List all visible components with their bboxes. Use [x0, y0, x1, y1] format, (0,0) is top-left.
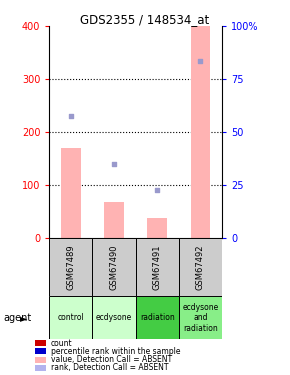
Bar: [147, 218, 167, 238]
Text: GSM67491: GSM67491: [153, 244, 162, 290]
Bar: [135, 238, 179, 296]
Point: [198, 58, 203, 64]
Text: percentile rank within the sample: percentile rank within the sample: [51, 347, 180, 356]
Bar: [179, 296, 222, 339]
Point: [112, 161, 116, 167]
Text: ecdysone
and
radiation: ecdysone and radiation: [182, 303, 218, 333]
Bar: [49, 238, 93, 296]
Text: radiation: radiation: [140, 314, 175, 322]
Text: GSM67492: GSM67492: [196, 244, 205, 290]
Point: [68, 113, 73, 119]
Bar: [179, 238, 222, 296]
Text: rank, Detection Call = ABSENT: rank, Detection Call = ABSENT: [51, 363, 168, 372]
Bar: [93, 296, 135, 339]
Text: GDS2355 / 148534_at: GDS2355 / 148534_at: [80, 13, 210, 26]
Text: GSM67489: GSM67489: [66, 244, 75, 290]
Text: ecdysone: ecdysone: [96, 314, 132, 322]
Text: GSM67490: GSM67490: [110, 244, 119, 290]
Bar: [135, 296, 179, 339]
Text: ►: ►: [20, 313, 27, 323]
Bar: [49, 296, 93, 339]
Text: count: count: [51, 339, 72, 348]
Text: agent: agent: [3, 313, 31, 323]
Text: control: control: [57, 314, 84, 322]
Point: [155, 188, 160, 194]
Bar: [61, 148, 81, 238]
Bar: [104, 202, 124, 238]
Bar: [93, 238, 135, 296]
Bar: [191, 26, 210, 238]
Text: value, Detection Call = ABSENT: value, Detection Call = ABSENT: [51, 355, 172, 364]
